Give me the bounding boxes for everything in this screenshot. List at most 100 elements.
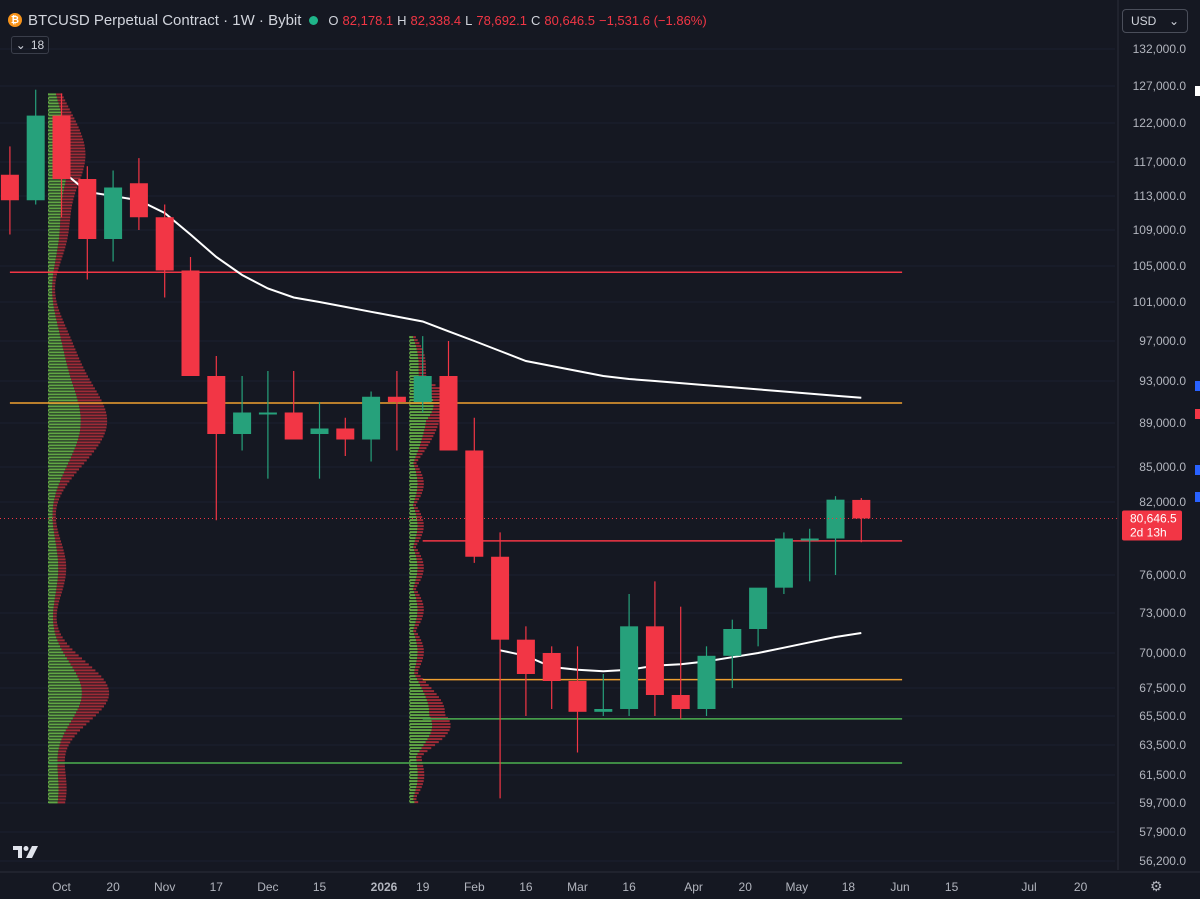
volume-profile-bar-buy	[409, 657, 418, 660]
volume-profile-bar-sell	[63, 651, 76, 654]
volume-profile-bar-buy	[409, 369, 419, 372]
price-axis[interactable]: 132,000.0 127,000.0 122,000.0 117,000.0 113,…	[1117, 0, 1200, 870]
symbol-title[interactable]: BTCUSD Perpetual Contract · 1W · Bybit	[28, 11, 302, 29]
low-value: 78,692.1	[476, 12, 527, 28]
volume-profile-bar-buy	[48, 195, 63, 198]
volume-profile-bar-buy	[48, 516, 53, 519]
volume-profile-bar-buy	[48, 765, 58, 768]
volume-profile-bar-buy	[48, 672, 77, 675]
price-axis-label: 76,000.0	[1139, 568, 1186, 582]
volume-profile-bar-buy	[48, 360, 67, 363]
volume-profile-bar-buy	[409, 363, 419, 366]
volume-profile-bar-sell	[52, 516, 56, 519]
volume-profile-bar-sell	[80, 420, 108, 423]
volume-profile-bar-buy	[48, 690, 82, 693]
volume-profile-bar-buy	[409, 567, 418, 570]
volume-profile-bar-sell	[66, 177, 81, 180]
volume-profile-bar-buy	[409, 750, 420, 753]
volume-profile-bar-sell	[55, 495, 61, 498]
volume-profile-bar-sell	[57, 765, 65, 768]
market-status-icon	[309, 15, 319, 25]
volume-profile-bar-buy	[409, 354, 418, 357]
volume-profile-bar-sell	[71, 720, 90, 723]
indicators-toggle-button[interactable]: ⌄ 18	[11, 36, 49, 54]
volume-profile-bar-sell	[60, 219, 70, 222]
bearish-candle	[78, 166, 97, 280]
volume-profile-bar-sell	[417, 753, 424, 756]
tradingview-logo-icon[interactable]	[13, 844, 43, 860]
volume-profile-bar-buy	[48, 444, 76, 447]
volume-profile-bar-sell	[415, 495, 421, 498]
volume-profile-bar-sell	[414, 549, 418, 552]
volume-profile-bar-buy	[409, 558, 417, 561]
last-price-badge	[1122, 510, 1182, 541]
volume-profile-bar-buy	[409, 435, 423, 438]
volume-profile-bar-buy	[409, 780, 418, 783]
close-label: C	[531, 12, 541, 28]
volume-profile-bar-buy	[48, 534, 55, 537]
volume-profile-bar-buy	[48, 198, 63, 201]
volume-profile-bar-buy	[48, 207, 62, 210]
volume-profile-bar-buy	[48, 363, 67, 366]
volume-profile-bar-sell	[64, 123, 78, 126]
volume-profile-bar-sell	[80, 702, 107, 705]
volume-profile-bar-sell	[417, 612, 424, 615]
volume-profile-bar-buy	[409, 414, 431, 417]
bullish-candle	[310, 402, 329, 479]
volume-profile-bar-buy	[409, 768, 418, 771]
volume-profile-bar-sell	[62, 195, 75, 198]
volume-profile-bar-sell	[53, 624, 58, 627]
volume-profile-bar-buy	[48, 600, 55, 603]
volume-profile-bar-buy	[48, 771, 58, 774]
volume-profile-bar-buy	[48, 471, 64, 474]
bearish-candle	[336, 417, 355, 456]
volume-profile-bar-buy	[409, 753, 418, 756]
volume-profile-bar-sell	[413, 336, 416, 339]
candle-body	[645, 626, 664, 695]
volume-profile-bar-sell	[416, 492, 422, 495]
volume-profile-bar-sell	[417, 609, 424, 612]
volume-profile-bar-sell	[426, 420, 440, 423]
volume-profile-bar-buy	[409, 648, 418, 651]
gear-icon[interactable]: ⚙	[1150, 878, 1163, 894]
time-axis-label: 20	[106, 880, 120, 894]
volume-profile-bar-sell	[64, 351, 77, 354]
volume-profile-bar-sell	[415, 789, 421, 792]
volume-profile-bar-buy	[48, 585, 57, 588]
volume-profile-bar-buy	[409, 426, 425, 429]
currency-select[interactable]: USD ⌄	[1122, 9, 1188, 33]
volume-profile-bar-buy	[48, 759, 58, 762]
volume-profile-bar-sell	[59, 330, 68, 333]
volume-profile-bar-buy	[409, 696, 426, 699]
candle-body	[129, 183, 148, 218]
volume-profile-bar-sell	[421, 747, 432, 750]
volume-profile-bar-buy	[48, 537, 55, 540]
volume-profile-bar-buy	[409, 588, 414, 591]
volume-profile-bar-buy	[48, 756, 58, 759]
volume-profile-bar-buy	[48, 393, 76, 396]
volume-profile-bar-buy	[48, 378, 72, 381]
volume-profile-bar-sell	[416, 573, 423, 576]
volume-profile-bar-sell	[57, 249, 65, 252]
volume-profile-bar-sell	[62, 198, 74, 201]
candle-body	[749, 587, 768, 629]
candle-body	[181, 270, 200, 376]
volume-profile-bar-sell	[52, 276, 57, 279]
time-axis[interactable]: Oct 20 Nov 17 Dec 15 2026 19 Feb 16 Mar 16 Apr 20 May 1…	[0, 871, 1200, 894]
volume-profile-bar-buy	[48, 366, 68, 369]
volume-profile-bar-sell	[58, 777, 67, 780]
volume-profile-bar-sell	[77, 708, 102, 711]
price-axis-label: 93,000.0	[1139, 374, 1186, 388]
price-axis-marker	[1195, 409, 1200, 419]
volume-profile-bar-sell	[66, 657, 82, 660]
bearish-candle	[155, 204, 174, 298]
volume-profile-bar-buy	[409, 675, 416, 678]
volume-profile-bar-sell	[417, 477, 424, 480]
volume-profile-bar-sell	[57, 582, 65, 585]
volume-profile-bar-buy	[48, 399, 78, 402]
volume-profile-bar-buy	[48, 792, 59, 795]
volume-profile-bar-buy	[48, 525, 54, 528]
volume-profile-bar-sell	[68, 369, 85, 372]
